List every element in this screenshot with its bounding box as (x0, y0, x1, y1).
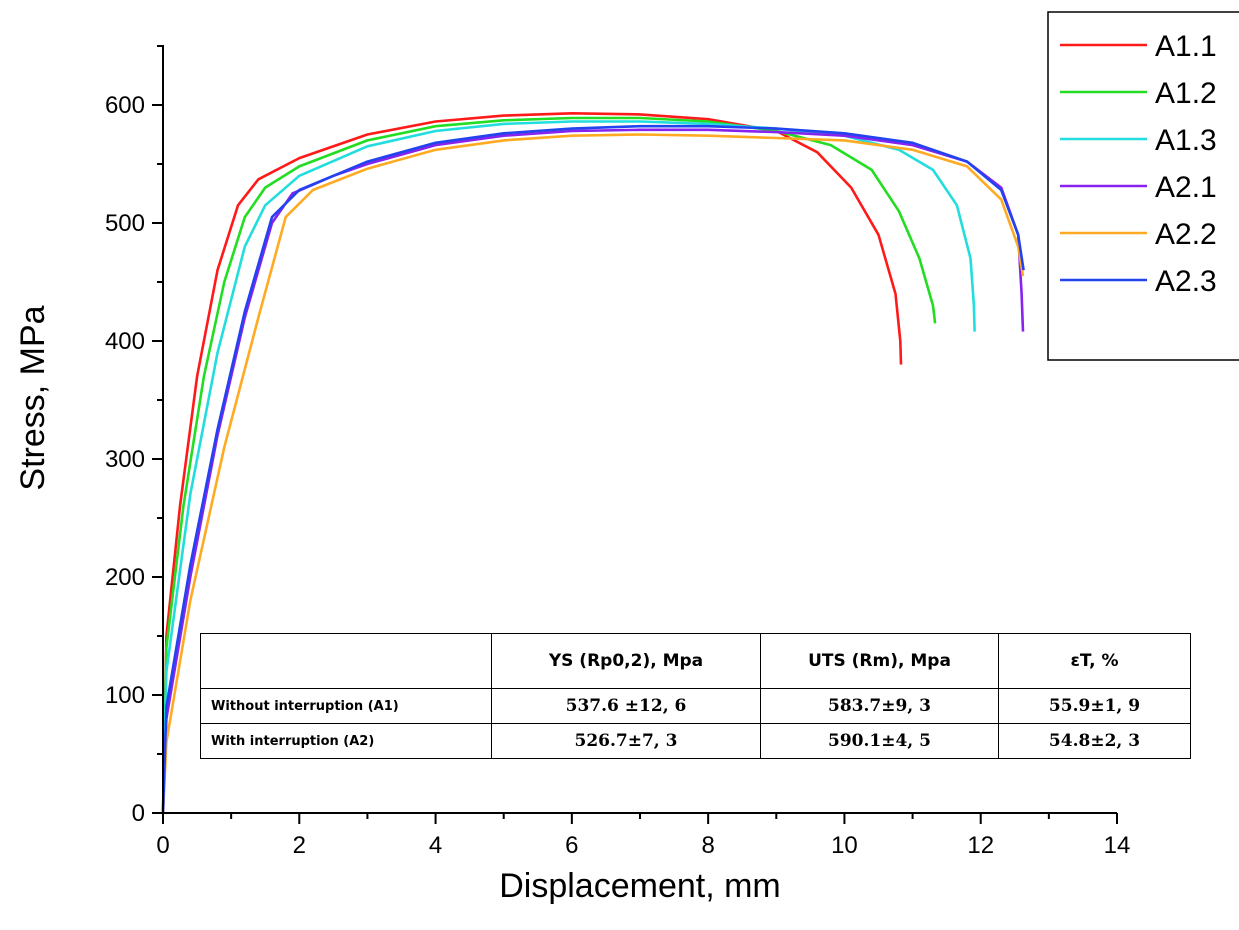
ys-value: 537.6 ±12, 6 (491, 688, 761, 724)
table-row: Without interruption (A1) 537.6 ±12, 6 5… (200, 688, 1191, 724)
ys-value: 526.7±7, 3 (491, 723, 761, 759)
y-tick-label: 300 (105, 446, 145, 473)
series-line-A2-3 (161, 124, 1025, 814)
x-tick-label: 4 (429, 832, 442, 859)
table-row: With interruption (A2) 526.7±7, 3 590.1±… (200, 723, 1191, 759)
series-line-A1-3 (161, 120, 976, 814)
legend: A1.1 A1.2 A1.3 A2.1 A2.2 A2.3 (1047, 11, 1239, 361)
y-axis-title: Stress, MPa (14, 305, 52, 490)
table-header-empty (200, 633, 492, 689)
et-value: 54.8±2, 3 (998, 723, 1191, 759)
row-label: Without interruption (A1) (200, 688, 492, 724)
x-tick-label: 2 (293, 832, 306, 859)
x-tick-label: 14 (1104, 832, 1131, 859)
table-header-uts: UTS (Rm), Mpa (760, 633, 999, 689)
y-tick-label: 600 (105, 92, 145, 119)
curves-layer (161, 112, 1025, 814)
et-value: 55.9±1, 9 (998, 688, 1191, 724)
x-tick-label: 10 (831, 832, 858, 859)
x-tick-label: 8 (701, 832, 714, 859)
y-tick-label: 400 (105, 328, 145, 355)
legend-label: A2.2 (1155, 218, 1217, 251)
x-axis-title: Displacement, mm (499, 867, 781, 905)
series-line-A2-2 (161, 133, 1025, 814)
legend-label: A2.1 (1155, 171, 1217, 204)
y-tick-label: 500 (105, 210, 145, 237)
table-header-row: YS (Rp0,2), Mpa UTS (Rm), Mpa εT, % (200, 633, 1191, 689)
x-tick-label: 6 (565, 832, 578, 859)
y-tick-label: 100 (105, 682, 145, 709)
x-tick-label: 12 (967, 832, 994, 859)
uts-value: 583.7±9, 3 (760, 688, 999, 724)
y-tick-label: 200 (105, 564, 145, 591)
legend-label: A2.3 (1155, 265, 1217, 298)
table-header-et: εT, % (998, 633, 1191, 689)
legend-label: A1.3 (1155, 124, 1217, 157)
row-label: With interruption (A2) (200, 723, 492, 759)
axes-layer: 0 2 4 6 8 10 12 14 0 100 200 300 400 500 600 Displaceme… (14, 45, 1130, 905)
x-tick-label: 0 (156, 832, 169, 859)
series-line-A1-1 (161, 112, 903, 814)
table-header-ys: YS (Rp0,2), Mpa (491, 633, 761, 689)
legend-label: A1.2 (1155, 77, 1217, 110)
legend-label: A1.1 (1155, 30, 1217, 63)
series-line-A1-2 (161, 116, 937, 814)
y-tick-label: 0 (132, 800, 145, 827)
uts-value: 590.1±4, 5 (760, 723, 999, 759)
properties-table: YS (Rp0,2), Mpa UTS (Rm), Mpa εT, % With… (200, 633, 1191, 759)
